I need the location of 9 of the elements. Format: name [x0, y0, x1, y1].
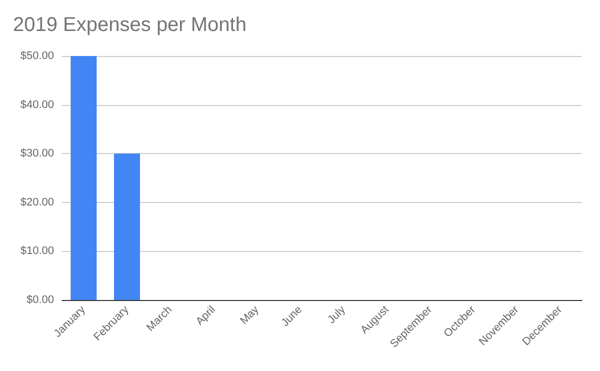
x-tick-label: May: [238, 303, 262, 327]
x-tick-label: July: [326, 303, 348, 326]
y-tick-label: $40.00: [20, 98, 54, 111]
y-tick-label: $30.00: [20, 148, 54, 160]
y-tick-label: $0.00: [26, 294, 54, 306]
y-tick-label: $20.00: [20, 196, 54, 208]
y-tick-label: $10.00: [20, 245, 54, 258]
y-tick-label: $50.00: [20, 50, 54, 62]
chart-title: 2019 Expenses per Month: [13, 14, 246, 36]
